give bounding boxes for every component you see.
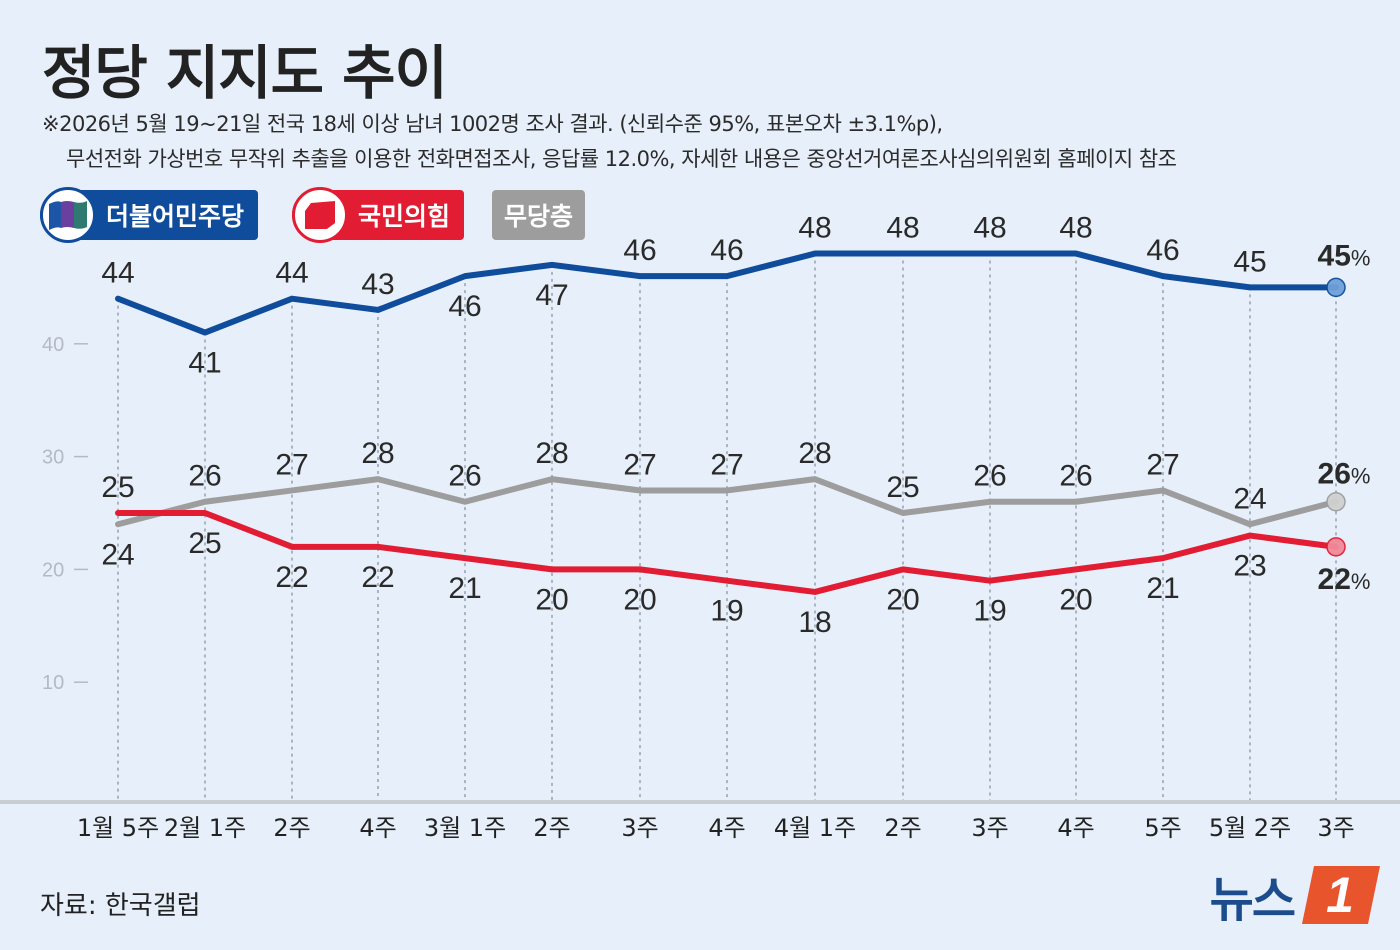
legend-label-democratic: 더불어민주당	[106, 202, 245, 231]
data-label-0-7: 46	[710, 234, 743, 267]
data-label-0-13: 45	[1233, 245, 1266, 278]
brand-number-text: 1	[1326, 867, 1354, 923]
series-line-0	[115, 250, 1339, 336]
x-tick-label-0: 1월 5주	[77, 814, 159, 842]
data-label-1-4: 21	[448, 572, 481, 605]
x-tick-label-11: 4주	[1057, 814, 1094, 842]
x-tick-label-8: 4월 1주	[774, 814, 856, 842]
data-label-2-3: 28	[361, 437, 394, 470]
democratic-party-logo-icon	[40, 187, 96, 243]
data-label-0-9: 48	[886, 212, 919, 245]
data-label-2-11: 26	[1059, 460, 1092, 493]
data-label-0-14: 45%	[1318, 239, 1371, 272]
series-line-2	[115, 476, 1339, 528]
data-label-0-4: 46	[448, 290, 481, 323]
x-tick-label-9: 2주	[884, 814, 921, 842]
data-label-2-9: 25	[886, 471, 919, 504]
x-tick-label-1: 2월 1주	[164, 814, 246, 842]
legend-label-ppp: 국민의힘	[358, 202, 451, 231]
series-line-1	[115, 510, 1339, 595]
chart-title: 정당 지지도 추이	[42, 39, 448, 107]
x-axis-baseline	[0, 800, 1400, 804]
data-label-2-0: 24	[101, 538, 134, 571]
legend-item-ppp: 국민의힘	[292, 187, 465, 243]
x-tick-label-12: 5주	[1144, 814, 1181, 842]
data-label-1-0: 25	[101, 471, 134, 504]
brand-text: 뉴스	[1209, 872, 1296, 928]
data-label-2-2: 27	[275, 448, 308, 481]
data-label-2-6: 27	[623, 448, 656, 481]
data-label-0-3: 43	[361, 268, 394, 301]
y-tick-label-30: 30	[42, 447, 64, 469]
x-tick-label-13: 5월 2주	[1209, 814, 1291, 842]
percent-suffix: %	[1351, 569, 1371, 594]
data-label-1-10: 19	[973, 595, 1006, 628]
legend-item-democratic: 더불어민주당	[40, 187, 259, 243]
data-label-0-2: 44	[275, 257, 308, 290]
legend-label-independent: 무당층	[504, 202, 574, 231]
data-label-1-3: 22	[361, 561, 394, 594]
x-tick-label-4: 3월 1주	[424, 814, 506, 842]
news1-logo: 뉴스 1	[1210, 860, 1382, 930]
x-tick-label-6: 3주	[621, 814, 658, 842]
data-label-2-1: 26	[188, 460, 221, 493]
data-label-2-14: 26%	[1318, 458, 1371, 491]
data-label-2-8: 28	[798, 437, 831, 470]
x-tick-label-14: 3주	[1317, 814, 1354, 842]
end-marker-2	[1326, 491, 1346, 512]
end-marker-0	[1326, 277, 1346, 298]
x-tick-label-7: 4주	[708, 814, 745, 842]
percent-suffix: %	[1351, 464, 1371, 489]
people-power-party-logo-icon	[292, 187, 348, 243]
data-label-1-11: 20	[1059, 583, 1092, 616]
x-tick-label-5: 2주	[533, 814, 570, 842]
data-label-0-0: 44	[101, 257, 134, 290]
x-tick-label-3: 4주	[359, 814, 396, 842]
data-label-1-14: 22%	[1318, 563, 1371, 596]
data-label-1-12: 21	[1146, 572, 1179, 605]
x-tick-label-10: 3주	[971, 814, 1008, 842]
data-label-2-10: 26	[973, 460, 1006, 493]
data-label-1-7: 19	[710, 595, 743, 628]
y-tick-label-20: 20	[42, 559, 64, 581]
end-marker-1	[1326, 537, 1346, 557]
data-label-2-4: 26	[448, 460, 481, 493]
data-label-1-8: 18	[798, 606, 831, 639]
legend-item-independent: 무당층	[492, 190, 586, 240]
data-label-1-9: 20	[886, 583, 919, 616]
data-label-0-10: 48	[973, 212, 1006, 245]
data-label-1-13: 23	[1233, 550, 1266, 583]
data-label-2-7: 27	[710, 448, 743, 481]
data-label-2-5: 28	[535, 437, 568, 470]
x-tick-label-2: 2주	[273, 814, 310, 842]
data-label-0-11: 48	[1059, 212, 1092, 245]
data-label-1-1: 25	[188, 527, 221, 560]
percent-suffix: %	[1351, 245, 1371, 270]
brand-number-badge: 1	[1302, 866, 1380, 924]
data-label-0-1: 41	[188, 347, 221, 380]
data-label-2-13: 24	[1233, 482, 1266, 515]
data-label-0-8: 48	[798, 212, 831, 245]
data-label-0-12: 46	[1146, 234, 1179, 267]
survey-note-line2: 무선전화 가상번호 무작위 추출을 이용한 전화면접조사, 응답률 12.0%,…	[66, 147, 1177, 171]
data-label-1-2: 22	[275, 561, 308, 594]
data-label-1-5: 20	[535, 583, 568, 616]
data-label-2-12: 27	[1146, 448, 1179, 481]
data-label-0-5: 47	[535, 279, 568, 312]
survey-note-line1: ※2026년 5월 19~21일 전국 18세 이상 남녀 1002명 조사 결…	[42, 112, 943, 136]
source-note: 자료: 한국갤럽	[40, 891, 201, 921]
data-label-1-6: 20	[623, 583, 656, 616]
y-tick-label-10: 10	[42, 672, 64, 694]
data-label-0-6: 46	[623, 234, 656, 267]
y-tick-label-40: 40	[42, 334, 64, 356]
